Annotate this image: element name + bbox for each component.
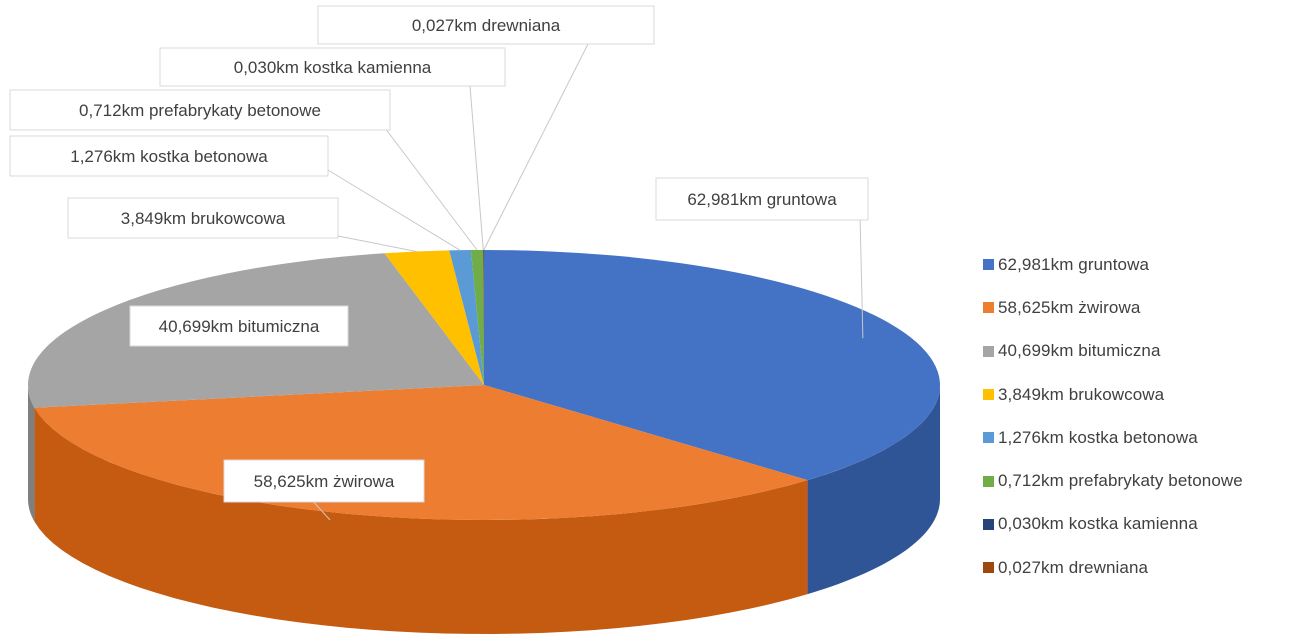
data-label-0-030km-kostka-kamienna: 0,030km kostka kamienna	[159, 47, 506, 87]
pie-slice-0-030km-kostka-kamienna	[483, 250, 484, 385]
data-label-0-027km-drewniana: 0,027km drewniana	[317, 5, 655, 45]
legend-item-40-699km-bitumiczna: 40,699km bitumiczna	[983, 330, 1243, 373]
data-label-text: 40,699km bitumiczna	[159, 317, 320, 336]
legend-label: 62,981km gruntowa	[998, 254, 1150, 274]
legend-swatch	[983, 518, 994, 530]
data-label-box	[317, 5, 655, 45]
data-label-text: 0,712km prefabrykaty betonowe	[79, 101, 321, 120]
data-label-62-981km-gruntowa: 62,981km gruntowa	[655, 177, 869, 221]
legend-label: 3,849km brukowcowa	[998, 384, 1165, 404]
legend-label: 0,712km prefabrykaty betonowe	[998, 471, 1243, 491]
legend-label: 58,625km żwirowa	[998, 297, 1141, 317]
legend-swatch	[983, 432, 994, 444]
legend-label: 0,030km kostka kamienna	[998, 514, 1198, 534]
leader-line-1-276km-kostka-betonowa	[327, 169, 461, 251]
legend-label: 40,699km bitumiczna	[998, 341, 1161, 361]
data-label-box	[9, 89, 391, 131]
data-label-text: 0,027km drewniana	[412, 16, 561, 35]
data-label-text: 0,030km kostka kamienna	[234, 58, 432, 77]
leader-line-0-027km-drewniana	[483, 39, 591, 251]
pie-side-58-625km-wirowa	[34, 407, 808, 634]
data-label-3-849km-brukowcowa: 3,849km brukowcowa	[67, 197, 339, 239]
data-label-text: 1,276km kostka betonowa	[70, 147, 268, 166]
legend-swatch	[983, 475, 994, 487]
legend-item-0-030km-kostka-kamienna: 0,030km kostka kamienna	[983, 503, 1243, 546]
pie-tops	[28, 249, 940, 520]
legend-item-1-276km-kostka-betonowa: 1,276km kostka betonowa	[983, 416, 1243, 459]
data-label-box	[129, 305, 349, 347]
pie-sides	[28, 385, 940, 634]
leader-line-0-030km-kostka-kamienna	[469, 85, 484, 251]
data-label-box	[223, 459, 425, 503]
data-label-box	[67, 197, 339, 239]
data-label-box	[159, 47, 506, 87]
data-label-40-699km-bitumiczna: 40,699km bitumiczna	[129, 305, 349, 347]
legend-item-0-027km-drewniana: 0,027km drewniana	[983, 546, 1243, 589]
data-label-text: 3,849km brukowcowa	[121, 209, 286, 228]
data-label-text: 58,625km żwirowa	[254, 472, 395, 491]
legend-swatch	[983, 562, 994, 574]
data-label-text: 62,981km gruntowa	[687, 190, 837, 209]
pie-slice-1-276km-kostka-betonowa	[449, 250, 484, 385]
legend-item-62-981km-gruntowa: 62,981km gruntowa	[983, 243, 1243, 286]
data-label-box	[655, 177, 869, 221]
pie-side-62-981km-gruntowa	[807, 385, 940, 595]
pie-side-40-699km-bitumiczna	[28, 385, 35, 522]
data-label-58-625km-wirowa: 58,625km żwirowa	[223, 459, 425, 503]
data-label-0-712km-prefabrykaty-betonowe: 0,712km prefabrykaty betonowe	[9, 89, 391, 131]
legend-label: 1,276km kostka betonowa	[998, 427, 1198, 447]
data-label-1-276km-kostka-betonowa: 1,276km kostka betonowa	[9, 135, 329, 177]
legend-item-0-712km-prefabrykaty-betonowe: 0,712km prefabrykaty betonowe	[983, 459, 1243, 502]
legend-item-3-849km-brukowcowa: 3,849km brukowcowa	[983, 373, 1243, 416]
legend-label: 0,027km drewniana	[998, 557, 1149, 577]
legend-item-58-625km-wirowa: 58,625km żwirowa	[983, 286, 1243, 329]
data-labels: 62,981km gruntowa 58,625km żwirowa 40,699k…	[9, 5, 869, 503]
chart-legend: 62,981km gruntowa 58,625km żwirowa 40,699k…	[983, 243, 1243, 589]
label-leader-lines	[309, 39, 864, 521]
legend-swatch	[983, 259, 994, 271]
leader-line-0-712km-prefabrykaty-betonowe	[384, 127, 478, 251]
pie-slice-62-981km-gruntowa	[484, 250, 940, 481]
legend-swatch	[983, 389, 994, 401]
data-label-box	[9, 135, 329, 177]
pie-slice-3-849km-brukowcowa	[384, 250, 484, 385]
leader-line-62-981km-gruntowa	[859, 214, 864, 339]
legend-swatch	[983, 302, 994, 314]
pie-slice-0-712km-prefabrykaty-betonowe	[470, 250, 484, 385]
legend-swatch	[983, 345, 994, 357]
leader-line-3-849km-brukowcowa	[337, 235, 417, 252]
